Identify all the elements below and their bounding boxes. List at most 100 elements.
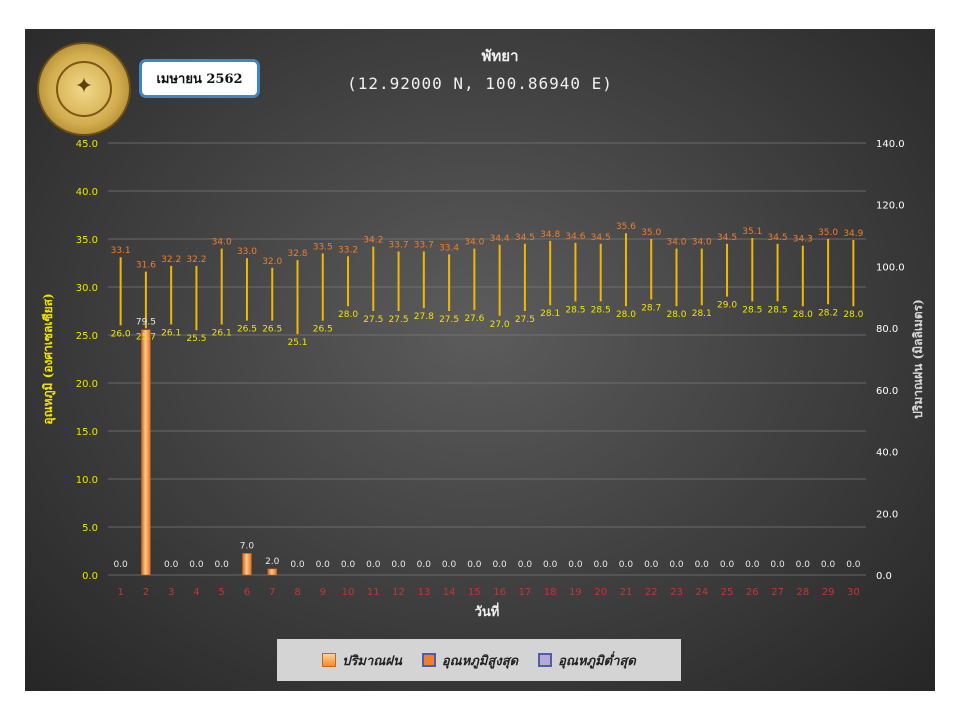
y-tick-left: 40.0 [76, 187, 98, 198]
rain-label: 7.0 [240, 541, 255, 551]
max-temp-label: 34.8 [540, 230, 560, 240]
min-temp-label: 26.5 [237, 325, 257, 335]
rain-label: 0.0 [164, 560, 179, 570]
legend-label-rain: ปริมาณฝน [342, 653, 402, 669]
rain-label: 0.0 [492, 560, 507, 570]
x-tick-label: 4 [193, 587, 199, 598]
rain-label: 0.0 [644, 560, 659, 570]
x-tick-label: 22 [645, 587, 658, 598]
min-temp-label: 28.7 [641, 303, 661, 313]
max-temp-label: 34.0 [464, 238, 484, 248]
max-temp-label: 34.9 [843, 229, 863, 239]
rain-label: 0.0 [316, 560, 331, 570]
rain-label: 0.0 [391, 560, 406, 570]
y-tick-left: 30.0 [76, 283, 98, 294]
max-temp-label: 35.1 [742, 227, 762, 237]
chart-subtitle: (12.92000 N, 100.86940 E) [347, 74, 613, 93]
min-temp-label: 28.5 [591, 305, 611, 315]
min-temp-label: 27.6 [464, 314, 484, 324]
max-temp-label: 34.5 [591, 233, 611, 243]
rain-label: 0.0 [846, 560, 861, 570]
y-axis-left-title: อุณหภูมิ (องศาเซลเซียส) [41, 293, 56, 424]
rain-label: 0.0 [821, 560, 836, 570]
y-tick-left: 10.0 [76, 475, 98, 486]
min-temp-label: 28.0 [843, 310, 863, 320]
rain-label: 0.0 [669, 560, 684, 570]
x-tick-label: 17 [519, 587, 532, 598]
min-temp-label: 26.5 [262, 325, 282, 335]
rain-label: 0.0 [568, 560, 583, 570]
min-temp-label: 26.1 [212, 328, 232, 338]
max-temp-label: 32.8 [287, 249, 307, 259]
x-tick-label: 12 [392, 587, 405, 598]
max-temp-label: 31.6 [136, 261, 156, 271]
x-tick-label: 14 [443, 587, 456, 598]
legend-item-min-temp: อุณหภูมิต่ำสุด [538, 650, 636, 671]
rain-label: 0.0 [543, 560, 558, 570]
rain-label: 0.0 [467, 560, 482, 570]
x-tick-label: 24 [695, 587, 708, 598]
x-tick-label: 16 [493, 587, 506, 598]
y-tick-left: 15.0 [76, 427, 98, 438]
max-temp-label: 33.7 [414, 240, 434, 250]
legend-item-max-temp: อุณหภูมิสูงสุด [421, 650, 518, 671]
max-temp-label: 33.2 [338, 245, 358, 255]
x-tick-label: 20 [594, 587, 607, 598]
min-temp-label: 27.0 [490, 320, 510, 330]
max-temp-label: 33.0 [237, 247, 257, 257]
rain-label: 0.0 [594, 560, 609, 570]
rain-bar [141, 329, 151, 576]
rain-label: 0.0 [770, 560, 785, 570]
max-temp-label: 35.0 [818, 228, 838, 238]
min-temp-label: 27.8 [414, 312, 434, 322]
max-temp-label: 34.2 [363, 236, 383, 246]
x-tick-label: 18 [544, 587, 557, 598]
min-temp-label: 26.5 [313, 325, 333, 335]
y-tick-right: 100.0 [876, 262, 905, 273]
legend-label-min-temp: อุณหภูมิต่ำสุด [558, 653, 636, 669]
logo-emblem-icon: ✦ [74, 74, 94, 99]
x-tick-label: 7 [269, 587, 275, 598]
max-temp-label: 34.5 [768, 233, 788, 243]
y-tick-right: 120.0 [876, 201, 905, 212]
x-tick-label: 13 [417, 587, 430, 598]
y-tick-left: 25.0 [76, 331, 98, 342]
legend-item-rain: ปริมาณฝน [322, 650, 402, 671]
rain-label: 0.0 [518, 560, 533, 570]
min-temp-label: 28.5 [768, 305, 788, 315]
rain-label: 0.0 [619, 560, 634, 570]
y-tick-right: 40.0 [876, 448, 898, 459]
rain-label: 0.0 [720, 560, 735, 570]
min-temp-label: 28.0 [793, 310, 813, 320]
min-temp-label: 28.1 [692, 309, 712, 319]
rain-label: 0.0 [290, 560, 305, 570]
month-label-box: เมษายน 2562 [139, 59, 260, 98]
x-tick-label: 21 [620, 587, 633, 598]
x-tick-label: 19 [569, 587, 582, 598]
y-tick-left: 5.0 [82, 523, 98, 534]
x-tick-label: 5 [219, 587, 225, 598]
min-temp-label: 26.0 [111, 329, 131, 339]
min-temp-label: 27.5 [439, 315, 459, 325]
max-temp-label: 32.2 [186, 255, 206, 265]
max-temp-label: 32.2 [161, 255, 181, 265]
x-tick-label: 26 [746, 587, 759, 598]
chart-title: พัทยา [481, 47, 519, 65]
min-temp-label: 28.5 [742, 305, 762, 315]
x-tick-label: 11 [367, 587, 380, 598]
x-tick-label: 2 [143, 587, 149, 598]
x-tick-label: 28 [796, 587, 809, 598]
x-tick-label: 29 [822, 587, 835, 598]
max-temp-label: 32.0 [262, 257, 282, 267]
x-tick-label: 25 [721, 587, 734, 598]
rain-label: 0.0 [417, 560, 432, 570]
max-temp-label: 35.0 [641, 228, 661, 238]
x-tick-label: 27 [771, 587, 784, 598]
x-tick-label: 6 [244, 587, 250, 598]
y-tick-right: 0.0 [876, 571, 892, 582]
x-tick-label: 8 [294, 587, 300, 598]
x-tick-label: 30 [847, 587, 860, 598]
max-temp-label: 34.0 [666, 238, 686, 248]
max-temp-label: 34.5 [515, 233, 535, 243]
